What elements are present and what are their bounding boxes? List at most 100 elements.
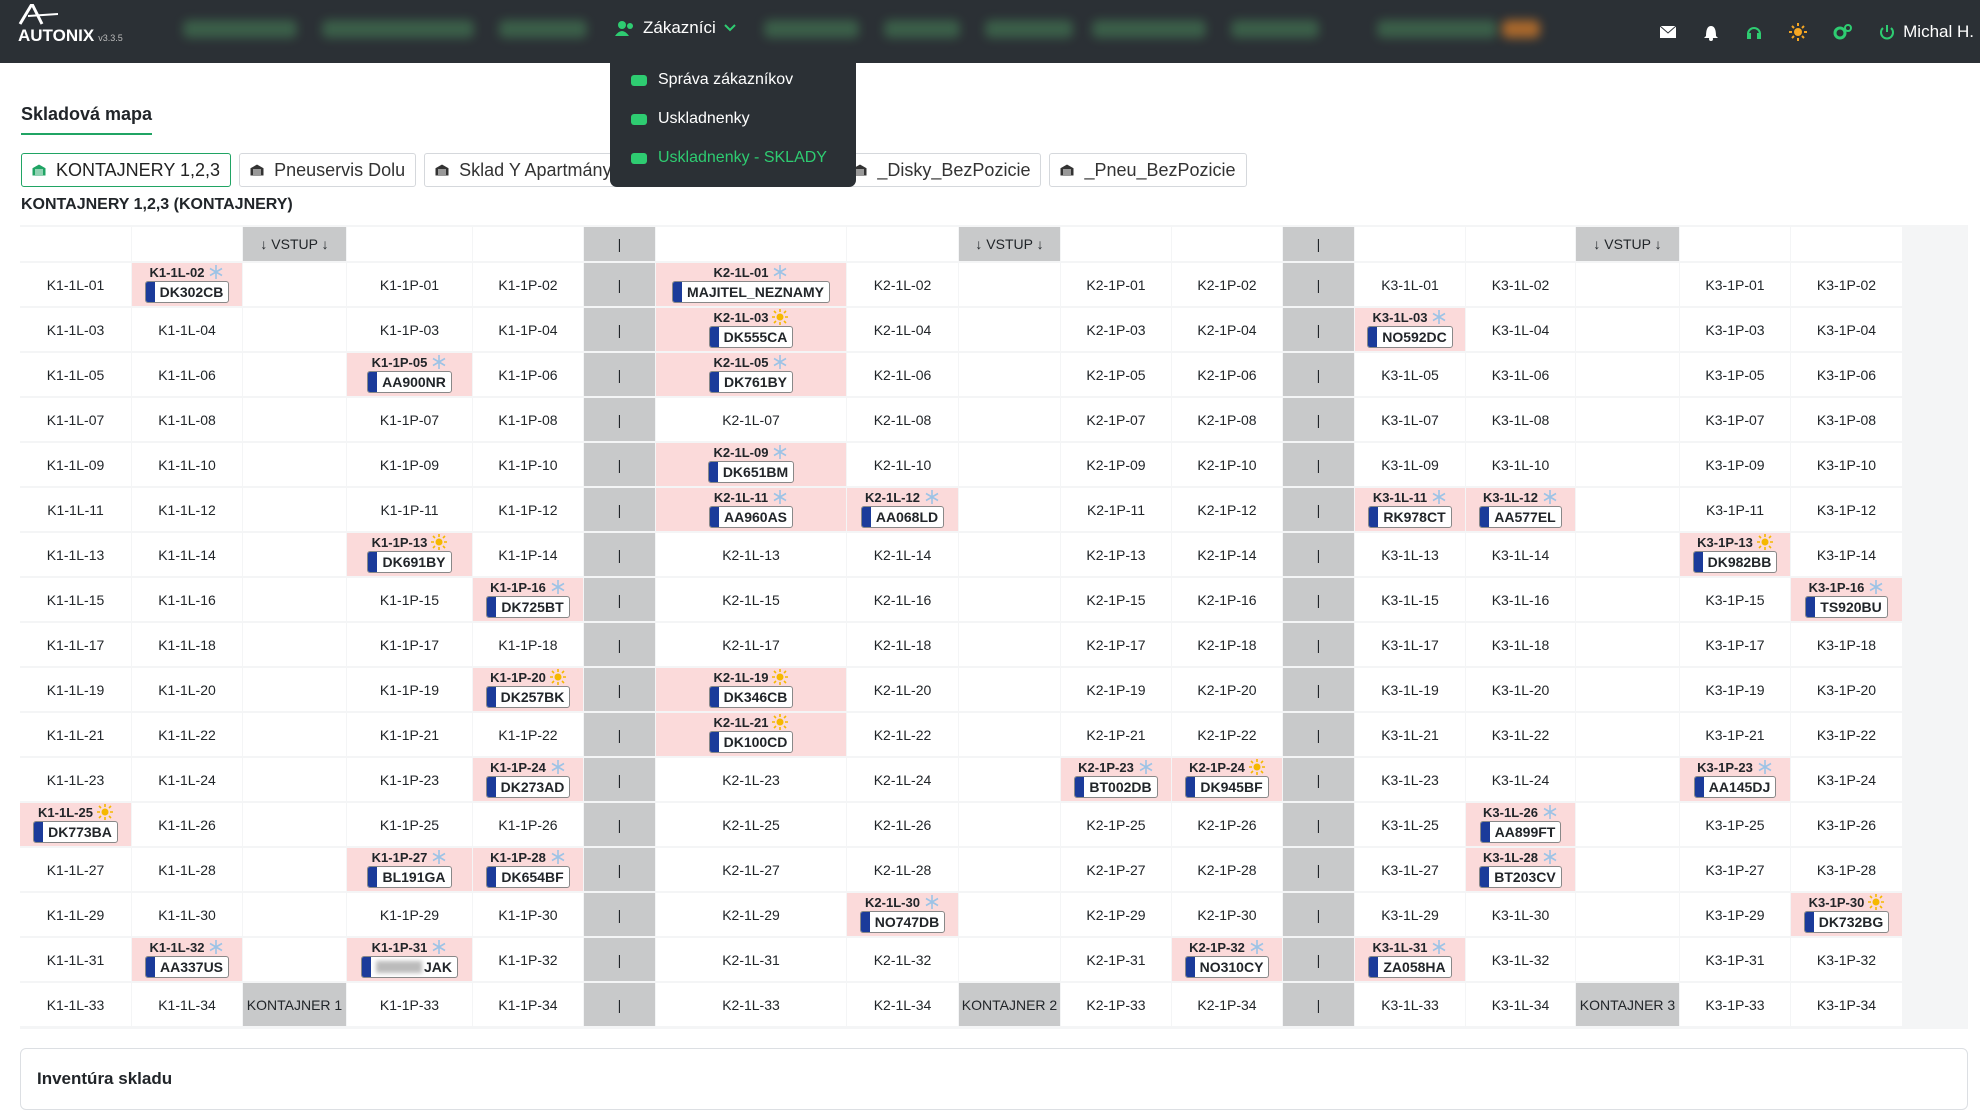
position-cell[interactable]: K3-1L-23: [1355, 758, 1466, 801]
position-cell[interactable]: K1-1L-34: [132, 983, 243, 1026]
position-cell[interactable]: K3-1P-18: [1791, 623, 1903, 666]
position-cell[interactable]: K2-1P-12: [1172, 488, 1283, 531]
position-cell[interactable]: K2-1L-13: [656, 533, 847, 576]
occupied-cell[interactable]: K1-1P-31 JAK: [347, 938, 473, 981]
position-cell[interactable]: K1-1L-03: [20, 308, 132, 351]
position-cell[interactable]: K3-1L-27: [1355, 848, 1466, 891]
position-cell[interactable]: K2-1L-25: [656, 803, 847, 846]
position-cell[interactable]: K1-1L-05: [20, 353, 132, 396]
position-cell[interactable]: K2-1L-18: [847, 623, 959, 666]
position-cell[interactable]: K3-1P-24: [1791, 758, 1903, 801]
position-cell[interactable]: K1-1P-15: [347, 578, 473, 621]
position-cell[interactable]: K3-1L-17: [1355, 623, 1466, 666]
position-cell[interactable]: K3-1P-22: [1791, 713, 1903, 756]
position-cell[interactable]: K3-1P-17: [1680, 623, 1791, 666]
position-cell[interactable]: K1-1L-17: [20, 623, 132, 666]
occupied-cell[interactable]: K1-1P-27 BL191GA: [347, 848, 473, 891]
position-cell[interactable]: K3-1L-34: [1466, 983, 1576, 1026]
position-cell[interactable]: K1-1L-08: [132, 398, 243, 441]
occupied-cell[interactable]: K1-1P-05 AA900NR: [347, 353, 473, 396]
position-cell[interactable]: K1-1P-12: [473, 488, 584, 531]
position-cell[interactable]: K2-1P-07: [1061, 398, 1172, 441]
position-cell[interactable]: K1-1L-24: [132, 758, 243, 801]
position-cell[interactable]: K1-1P-17: [347, 623, 473, 666]
position-cell[interactable]: K3-1L-07: [1355, 398, 1466, 441]
position-cell[interactable]: K3-1L-20: [1466, 668, 1576, 711]
position-cell[interactable]: K2-1P-03: [1061, 308, 1172, 351]
position-cell[interactable]: K2-1L-16: [847, 578, 959, 621]
position-cell[interactable]: K1-1P-34: [473, 983, 584, 1026]
position-cell[interactable]: K1-1L-09: [20, 443, 132, 486]
position-cell[interactable]: K1-1P-25: [347, 803, 473, 846]
position-cell[interactable]: K1-1P-02: [473, 263, 584, 306]
position-cell[interactable]: K1-1L-21: [20, 713, 132, 756]
position-cell[interactable]: K1-1L-28: [132, 848, 243, 891]
dropdown-item[interactable]: Správa zákazníkov: [630, 71, 793, 89]
tab[interactable]: _Pneu_BezPozicie: [1049, 153, 1247, 187]
occupied-cell[interactable]: K3-1L-11 RK978CT: [1355, 488, 1466, 531]
position-cell[interactable]: K3-1L-25: [1355, 803, 1466, 846]
tab[interactable]: _Disky_BezPozicie: [842, 153, 1042, 187]
position-cell[interactable]: K1-1P-03: [347, 308, 473, 351]
position-cell[interactable]: K2-1L-10: [847, 443, 959, 486]
position-cell[interactable]: K1-1L-22: [132, 713, 243, 756]
occupied-cell[interactable]: K2-1L-01 MAJITEL_NEZNAMY: [656, 263, 847, 306]
position-cell[interactable]: K3-1P-10: [1791, 443, 1903, 486]
position-cell[interactable]: K3-1L-24: [1466, 758, 1576, 801]
occupied-cell[interactable]: K2-1P-32 NO310CY: [1172, 938, 1283, 981]
position-cell[interactable]: K2-1L-29: [656, 893, 847, 936]
occupied-cell[interactable]: K1-1P-24 DK273AD: [473, 758, 584, 801]
position-cell[interactable]: K3-1P-20: [1791, 668, 1903, 711]
position-cell[interactable]: K2-1L-31: [656, 938, 847, 981]
position-cell[interactable]: K2-1L-22: [847, 713, 959, 756]
position-cell[interactable]: K3-1P-25: [1680, 803, 1791, 846]
position-cell[interactable]: K2-1P-13: [1061, 533, 1172, 576]
position-cell[interactable]: K3-1P-01: [1680, 263, 1791, 306]
position-cell[interactable]: K1-1L-33: [20, 983, 132, 1026]
position-cell[interactable]: K2-1P-09: [1061, 443, 1172, 486]
position-cell[interactable]: K2-1L-07: [656, 398, 847, 441]
position-cell[interactable]: K3-1P-26: [1791, 803, 1903, 846]
position-cell[interactable]: K1-1P-29: [347, 893, 473, 936]
position-cell[interactable]: K1-1P-09: [347, 443, 473, 486]
occupied-cell[interactable]: K1-1L-32 AA337US: [132, 938, 243, 981]
position-cell[interactable]: K3-1P-09: [1680, 443, 1791, 486]
position-cell[interactable]: K3-1P-31: [1680, 938, 1791, 981]
position-cell[interactable]: K3-1L-18: [1466, 623, 1576, 666]
occupied-cell[interactable]: K3-1L-26 AA899FT: [1466, 803, 1576, 846]
position-cell[interactable]: K1-1L-01: [20, 263, 132, 306]
position-cell[interactable]: K2-1P-11: [1061, 488, 1172, 531]
position-cell[interactable]: K3-1L-21: [1355, 713, 1466, 756]
tab[interactable]: Sklad Y Apartmány: [424, 153, 623, 187]
position-cell[interactable]: K3-1P-08: [1791, 398, 1903, 441]
occupied-cell[interactable]: K1-1P-13 DK691BY: [347, 533, 473, 576]
position-cell[interactable]: K2-1P-15: [1061, 578, 1172, 621]
occupied-cell[interactable]: K2-1L-12 AA068LD: [847, 488, 959, 531]
position-cell[interactable]: K2-1L-04: [847, 308, 959, 351]
position-cell[interactable]: K2-1P-10: [1172, 443, 1283, 486]
position-cell[interactable]: K1-1L-23: [20, 758, 132, 801]
position-cell[interactable]: K2-1L-20: [847, 668, 959, 711]
position-cell[interactable]: K3-1L-15: [1355, 578, 1466, 621]
position-cell[interactable]: K2-1P-05: [1061, 353, 1172, 396]
position-cell[interactable]: K3-1P-34: [1791, 983, 1903, 1026]
occupied-cell[interactable]: K3-1P-30 DK732BG: [1791, 893, 1903, 936]
position-cell[interactable]: K2-1P-20: [1172, 668, 1283, 711]
position-cell[interactable]: K3-1L-08: [1466, 398, 1576, 441]
position-cell[interactable]: K3-1P-32: [1791, 938, 1903, 981]
position-cell[interactable]: K3-1P-27: [1680, 848, 1791, 891]
tab[interactable]: KONTAJNERY 1,2,3: [21, 153, 232, 187]
position-cell[interactable]: K3-1L-05: [1355, 353, 1466, 396]
position-cell[interactable]: K2-1P-29: [1061, 893, 1172, 936]
position-cell[interactable]: K2-1P-18: [1172, 623, 1283, 666]
position-cell[interactable]: K1-1L-13: [20, 533, 132, 576]
position-cell[interactable]: K1-1L-06: [132, 353, 243, 396]
position-cell[interactable]: K3-1P-05: [1680, 353, 1791, 396]
position-cell[interactable]: K3-1P-15: [1680, 578, 1791, 621]
dropdown-item[interactable]: Uskladnenky: [630, 110, 750, 128]
occupied-cell[interactable]: K2-1L-03 DK555CA: [656, 308, 847, 351]
position-cell[interactable]: K1-1L-12: [132, 488, 243, 531]
position-cell[interactable]: K1-1L-26: [132, 803, 243, 846]
position-cell[interactable]: K3-1L-09: [1355, 443, 1466, 486]
tab[interactable]: Pneuservis Dolu: [239, 153, 417, 187]
